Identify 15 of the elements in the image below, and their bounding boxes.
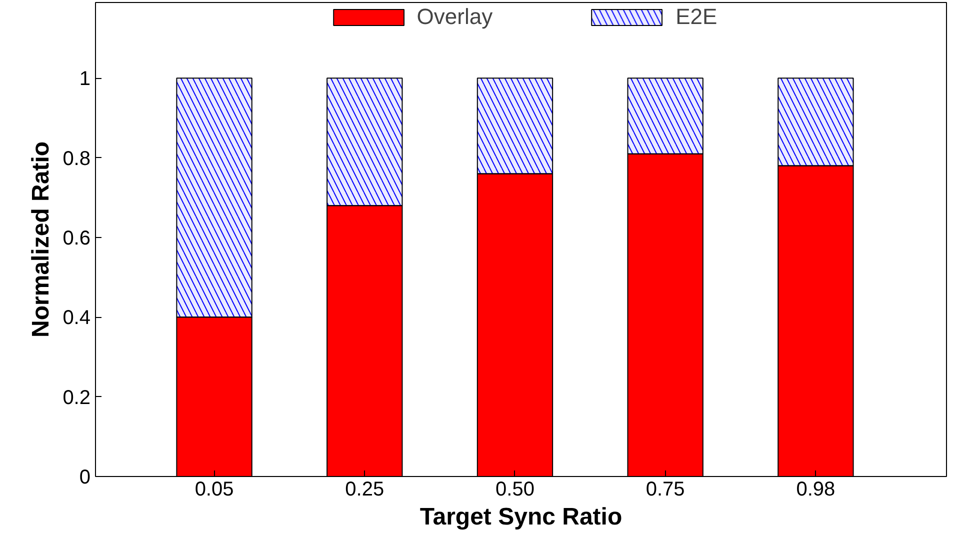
legend-label: Overlay xyxy=(416,4,493,30)
x-tick-label: 0.50 xyxy=(496,478,534,500)
x-axis-title: Target Sync Ratio xyxy=(420,504,622,530)
y-tick-label: 0.2 xyxy=(62,386,91,409)
y-tick-label: 1 xyxy=(79,68,90,90)
y-axis-title: Normalized Ratio xyxy=(28,141,55,338)
x-tick-label: 0.25 xyxy=(345,478,384,500)
y-tick-label: 0.6 xyxy=(62,228,91,250)
y-tick-label: 0.8 xyxy=(62,148,91,170)
y-tick-label: 0 xyxy=(79,466,90,488)
x-tick-label: 0.98 xyxy=(796,478,836,500)
legend-label: E2E xyxy=(676,4,718,30)
x-tick-label: 0.75 xyxy=(646,478,685,500)
y-tick-label: 0.4 xyxy=(62,307,91,330)
x-tick-label: 0.05 xyxy=(194,478,234,500)
